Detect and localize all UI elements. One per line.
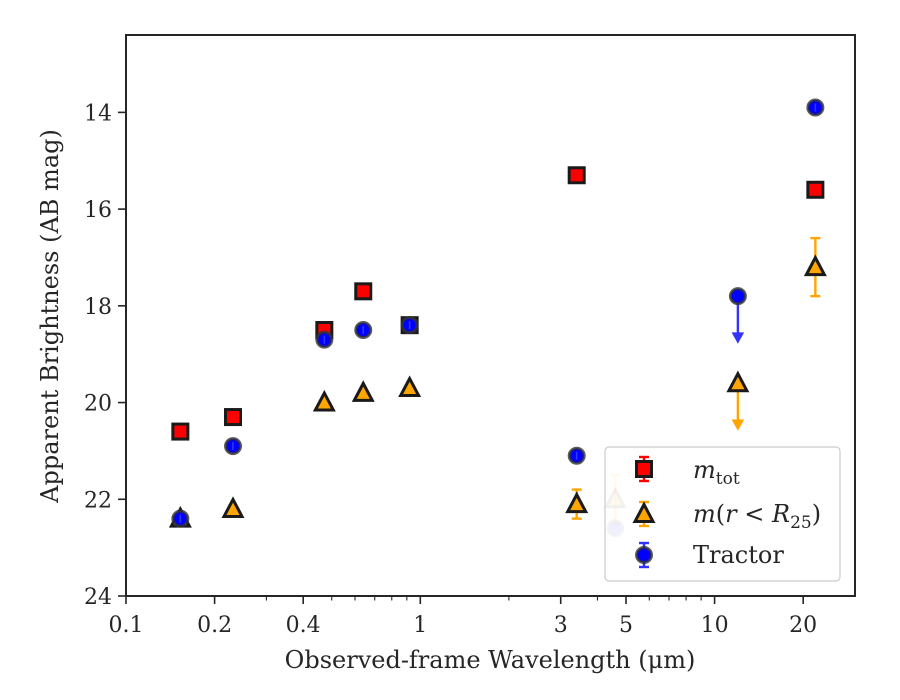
- legend-label: m(r < R25): [693, 500, 821, 533]
- legend-marker-triangle: [632, 501, 656, 523]
- plot-area-frame: [125, 34, 856, 597]
- data-point-square: [171, 422, 190, 441]
- data-point-triangle: [803, 254, 827, 277]
- y-tick-label: 18: [84, 295, 112, 320]
- x-tick-label: 0.2: [197, 613, 232, 638]
- data-point-triangle: [726, 370, 750, 393]
- data-point-triangle: [398, 375, 422, 398]
- legend-item: [635, 455, 653, 483]
- data-point-triangle: [312, 389, 336, 412]
- data-layer: [168, 98, 827, 538]
- data-point-triangle: [221, 496, 245, 518]
- upper-limit-arrowhead: [731, 332, 745, 344]
- y-tick-label: 20: [84, 392, 112, 417]
- data-point-square: [224, 408, 243, 427]
- y-tick-label: 22: [84, 488, 112, 513]
- x-tick-label: 10: [701, 613, 729, 638]
- legend-item: [632, 500, 656, 528]
- data-point-square: [806, 180, 825, 199]
- legend: mtot m(r < R25) Tractor: [604, 446, 841, 582]
- legend-marker-square: [635, 460, 653, 478]
- x-tick-label: 5: [619, 613, 633, 638]
- x-tick-label: 1: [413, 613, 427, 638]
- legend-label: mtot: [693, 456, 740, 489]
- x-axis-label: Observed-frame Wavelength (μm): [285, 646, 696, 674]
- data-point-circle: [728, 287, 747, 306]
- series-m-tot: [171, 166, 825, 441]
- legend-item: [635, 541, 653, 569]
- data-point-square: [354, 282, 373, 301]
- upper-limit-arrowhead: [731, 419, 745, 431]
- y-axis-label: Apparent Brightness (AB mag): [36, 129, 64, 504]
- x-tick-label: 20: [789, 613, 817, 638]
- y-tick-label: 16: [84, 198, 112, 223]
- x-tick-label: 0.4: [286, 613, 321, 638]
- legend-marker-circle: [635, 546, 653, 564]
- data-point-triangle: [565, 491, 589, 514]
- ticks-layer: 0.1 0.2 0.4 1 3 5 10 20 14 16 18 20 22 24: [84, 101, 817, 638]
- legend-label: Tractor: [693, 541, 784, 569]
- data-point-triangle: [351, 380, 375, 402]
- y-tick-label: 24: [84, 585, 112, 610]
- legend-box: [604, 446, 841, 582]
- data-point-square: [567, 166, 586, 185]
- x-tick-label: 0.1: [109, 613, 144, 638]
- x-tick-label: 3: [554, 613, 568, 638]
- y-tick-label: 14: [84, 101, 112, 126]
